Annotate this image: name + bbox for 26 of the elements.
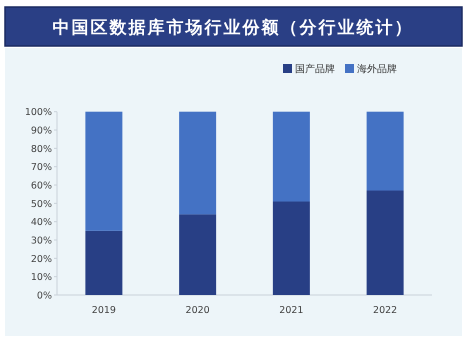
legend-label: 国产品牌 xyxy=(295,63,335,75)
y-tick-label: 40% xyxy=(30,217,52,228)
y-tick-label: 20% xyxy=(30,254,52,265)
y-tick-label: 90% xyxy=(30,126,52,137)
legend-label: 海外品牌 xyxy=(357,63,397,75)
chart-title: 中国区数据库市场行业份额（分行业统计） xyxy=(52,18,414,38)
x-tick-label: 2021 xyxy=(279,305,304,316)
y-tick-label: 80% xyxy=(30,144,52,155)
y-tick-label: 100% xyxy=(24,107,52,118)
y-tick-label: 0% xyxy=(36,290,52,302)
bar xyxy=(366,112,404,191)
bar xyxy=(179,112,216,214)
bar xyxy=(272,202,310,295)
y-tick-label: 60% xyxy=(30,180,52,192)
x-tick-label: 2019 xyxy=(92,305,116,316)
y-tick-label: 10% xyxy=(30,272,52,284)
bar xyxy=(85,112,122,231)
x-tick-label: 2022 xyxy=(373,305,398,316)
y-tick-label: 70% xyxy=(30,162,52,174)
bar xyxy=(366,190,404,295)
bar xyxy=(179,214,216,295)
bar xyxy=(85,230,122,295)
x-tick-label: 2020 xyxy=(186,305,210,316)
y-tick-label: 30% xyxy=(30,236,52,247)
bar xyxy=(272,112,310,202)
y-tick-label: 50% xyxy=(30,198,52,210)
